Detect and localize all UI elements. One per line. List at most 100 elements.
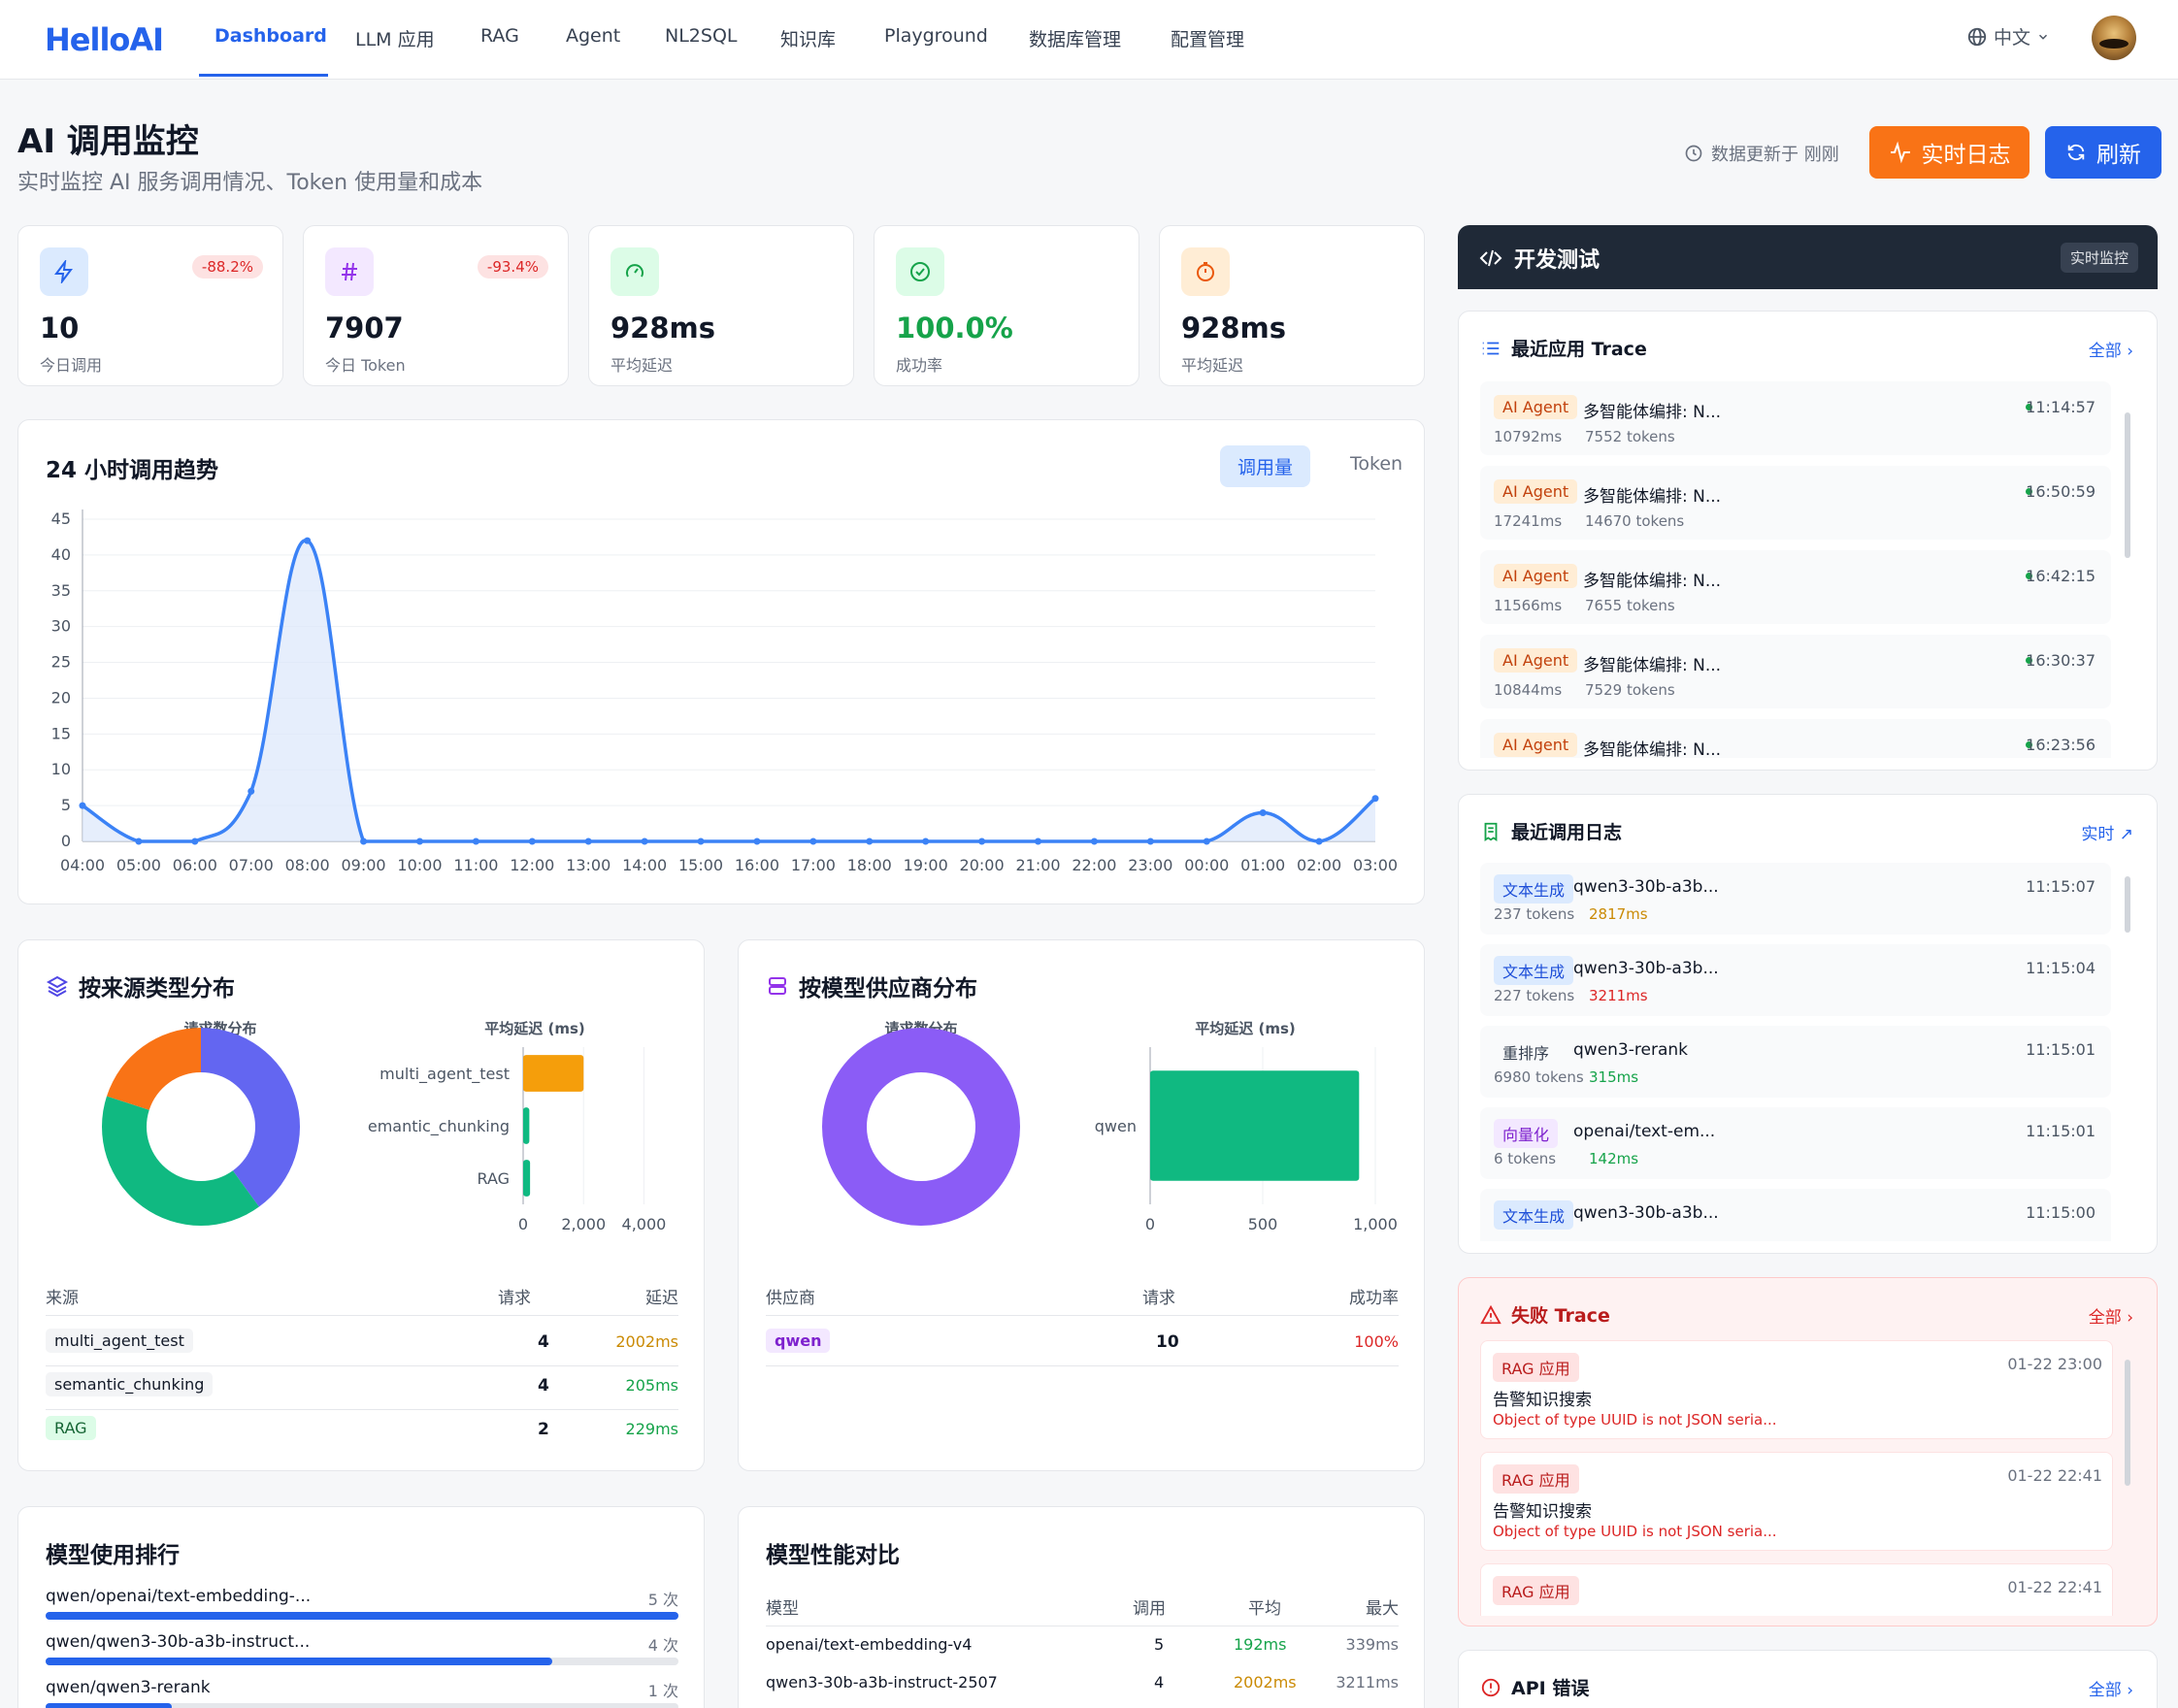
api-errors-all-link[interactable]: 全部 ›: [2088, 1681, 2133, 1700]
log-scrollbar[interactable]: [2125, 876, 2130, 933]
latency-value: 2002ms: [615, 1332, 678, 1351]
x-tick-label: 13:00: [566, 856, 610, 874]
trend-card: 24 小时调用趋势 调用量 Token 0 5 10 15 20 25 30 35 40 45 04…: [17, 419, 1425, 904]
log-item[interactable]: 文本生成 qwen3-30b-a3b... 11:15:07 237 tokens 28…: [1480, 863, 2111, 935]
failed-trace-item[interactable]: RAG 应用 01-22 22:41 告警知识搜索 Object of type UU…: [1480, 1452, 2113, 1551]
nav-dashboard[interactable]: Dashboard: [214, 25, 327, 47]
log-model: openai/text-em...: [1573, 1122, 1716, 1141]
log-item[interactable]: 文本生成 qwen3-30b-a3b... 11:15:00: [1480, 1189, 2111, 1241]
failed-scrollbar[interactable]: [2125, 1360, 2130, 1486]
x-tick-label: 07:00: [229, 856, 274, 874]
nav-knowledge[interactable]: 知识库: [780, 29, 837, 50]
model-name: qwen/qwen3-30b-a3b-instruct...: [46, 1632, 311, 1652]
top-nav: HelloAI Dashboard LLM 应用 RAG Agent NL2SQ…: [0, 0, 2178, 80]
progress-track: [46, 1703, 678, 1708]
divider: [766, 1315, 1399, 1316]
log-tokens: 6 tokens: [1494, 1150, 1557, 1167]
external-link-icon: ↗: [2119, 825, 2133, 844]
dev-test-header: 开发测试 实时监控: [1458, 225, 2158, 289]
trace-all-link[interactable]: 全部 ›: [2089, 337, 2133, 361]
realtime-monitor-badge: 实时监控: [2060, 243, 2138, 273]
bar: [1150, 1070, 1360, 1181]
trace-type-tag: AI Agent: [1494, 395, 1578, 419]
trace-title-text: 最近应用 Trace: [1511, 339, 1647, 360]
log-item[interactable]: 文本生成 qwen3-30b-a3b... 11:15:04 227 tokens 32…: [1480, 944, 2111, 1016]
ranking-card: 模型使用排行 qwen/openai/text-embedding-... 5 次…: [17, 1506, 705, 1708]
chevron-down-icon: [2039, 34, 2048, 40]
request-count: 4: [538, 1376, 549, 1396]
y-tick-label: emantic_chunking: [368, 1117, 510, 1136]
perf-max: 3211ms: [1336, 1673, 1399, 1692]
trace-type-tag: AI Agent: [1494, 648, 1578, 673]
trend-point: [641, 838, 648, 845]
trend-point: [584, 838, 592, 845]
source-title: 按来源类型分布: [46, 969, 235, 1002]
trace-scrollbar[interactable]: [2125, 412, 2130, 558]
trace-item[interactable]: AI Agent 多智能体编排: N... 16:50:59 17241ms 14670…: [1480, 466, 2111, 540]
pie-slice: [106, 1028, 201, 1110]
refresh-label: 刷新: [2096, 143, 2141, 168]
table-row[interactable]: RAG 2 229ms: [46, 1414, 678, 1449]
log-item[interactable]: 重排序 qwen3-rerank 11:15:01 6980 tokens 315ms: [1480, 1026, 2111, 1098]
trace-item[interactable]: AI Agent 多智能体编排: N... 16:30:37 10844ms 7529 …: [1480, 635, 2111, 708]
change-badge: -93.4%: [477, 255, 548, 279]
trace-item[interactable]: AI Agent 多智能体编排: N... 11:14:57 10792ms 7552 …: [1480, 381, 2111, 455]
trace-item[interactable]: AI Agent 多智能体编排: N... 16:23:56: [1480, 719, 2111, 758]
seg-token[interactable]: Token: [1350, 453, 1403, 475]
language-switcher[interactable]: 中文: [1966, 23, 2050, 49]
y-tick-label: multi_agent_test: [380, 1065, 510, 1084]
log-type-tag: 重排序: [1494, 1037, 1559, 1067]
logs-card: 最近调用日志 实时 ↗ 文本生成 qwen3-30b-a3b... 11:15:07…: [1458, 794, 2158, 1254]
avatar[interactable]: [2092, 16, 2136, 60]
trend-point: [248, 787, 255, 795]
perf-calls: 5: [1154, 1635, 1165, 1654]
progress-fill: [46, 1703, 173, 1708]
table-row[interactable]: multi_agent_test 4 2002ms: [46, 1327, 678, 1362]
trace-time: 16:42:15: [2026, 567, 2096, 585]
status-dot: [2026, 573, 2032, 579]
failed-trace-item[interactable]: RAG 应用 01-22 22:41: [1480, 1563, 2113, 1616]
api-errors-title-text: API 错误: [1511, 1678, 1590, 1699]
trend-point: [697, 838, 705, 845]
nav-database[interactable]: 数据库管理: [1029, 29, 1122, 50]
y-tick-label: 15: [51, 724, 71, 742]
col-header: 延迟: [645, 1289, 678, 1308]
table-row[interactable]: semantic_chunking 4 205ms: [46, 1370, 678, 1405]
perf-calls: 4: [1154, 1673, 1165, 1692]
log-type-tag: 文本生成: [1494, 956, 1574, 985]
list-icon: [1482, 342, 1500, 354]
bar: [523, 1160, 531, 1197]
y-tick-label: 25: [51, 653, 71, 672]
lightning-icon: [40, 247, 88, 296]
x-tick-label: 03:00: [1353, 856, 1398, 874]
stat-label: 成功率: [896, 356, 943, 375]
nav-playground[interactable]: Playground: [884, 25, 988, 47]
log-item[interactable]: 向量化 openai/text-em... 11:15:01 6 tokens 142m…: [1480, 1107, 2111, 1179]
success-rate: 100%: [1354, 1332, 1399, 1351]
nav-nl2sql[interactable]: NL2SQL: [665, 25, 738, 47]
trace-item[interactable]: AI Agent 多智能体编排: N... 16:42:15 11566ms 7655 …: [1480, 550, 2111, 624]
nav-rag[interactable]: RAG: [480, 25, 519, 47]
model-count: 5 次: [647, 1591, 678, 1609]
perf-avg: 192ms: [1234, 1635, 1287, 1654]
progress-fill: [46, 1612, 678, 1620]
page-subtitle: 实时监控 AI 服务调用情况、Token 使用量和成本: [17, 171, 483, 195]
seg-calls[interactable]: 调用量: [1220, 445, 1311, 487]
realtime-log-button[interactable]: 实时日志: [1869, 126, 2030, 179]
failed-trace-item[interactable]: RAG 应用 01-22 23:00 告警知识搜索 Object of type UU…: [1480, 1340, 2113, 1439]
x-tick-label: 0: [1145, 1215, 1155, 1233]
nav-config[interactable]: 配置管理: [1171, 29, 1245, 50]
status-dot: [2026, 488, 2032, 495]
x-tick-label: 1,000: [1353, 1215, 1398, 1233]
table-row[interactable]: qwen 10 100%: [766, 1327, 1399, 1362]
logo[interactable]: HelloAI: [45, 21, 164, 58]
failed-all-link[interactable]: 全部 ›: [2088, 1308, 2133, 1328]
logs-realtime-link[interactable]: 实时 ↗: [2081, 820, 2133, 844]
nav-llm[interactable]: LLM 应用: [355, 29, 435, 50]
failed-time: 01-22 22:41: [2007, 1466, 2102, 1485]
log-model: qwen3-30b-a3b...: [1573, 959, 1719, 978]
failed-type-tag: RAG 应用: [1493, 1576, 1579, 1605]
nav-agent[interactable]: Agent: [566, 25, 621, 47]
trend-title: 24 小时调用趋势: [46, 458, 219, 483]
refresh-button[interactable]: 刷新: [2045, 126, 2162, 179]
